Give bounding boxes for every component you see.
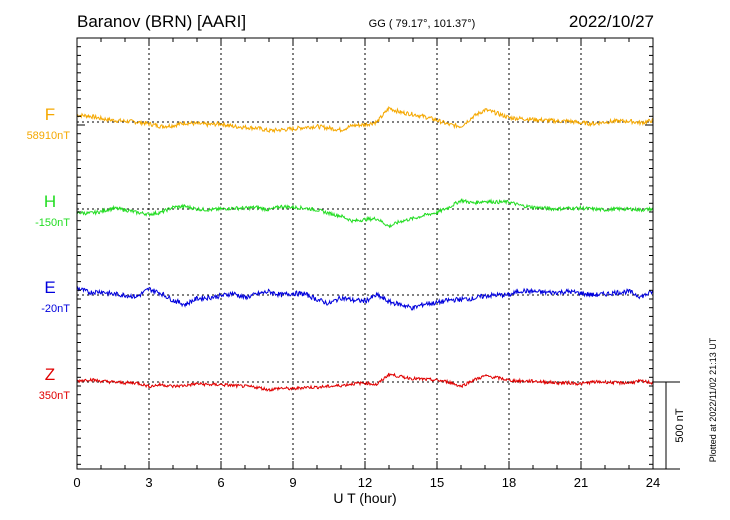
date-label: 2022/10/27 xyxy=(569,12,654,31)
header: Baranov (BRN) [AARI] GG ( 79.17°, 101.37… xyxy=(77,12,654,31)
series-name-z: Z xyxy=(45,365,55,384)
x-tick-label: 0 xyxy=(73,475,80,490)
station-title: Baranov (BRN) [AARI] xyxy=(77,12,246,31)
trace-e xyxy=(76,286,654,311)
x-tick-label: 6 xyxy=(217,475,224,490)
x-axis-label: U T (hour) xyxy=(333,490,396,506)
series-baseline-e: -20nT xyxy=(41,303,70,315)
x-tick-label: 12 xyxy=(358,475,372,490)
series-baseline-z: 350nT xyxy=(39,390,70,402)
grid xyxy=(77,38,653,469)
x-tick-label: 21 xyxy=(574,475,588,490)
x-tick-label: 18 xyxy=(502,475,516,490)
x-axis: 0 3 6 9 12 15 18 21 24 xyxy=(73,38,660,490)
series-labels: F 58910nT H -150nT E -20nT Z 350nT xyxy=(27,105,71,402)
series-baseline-h: -150nT xyxy=(35,217,70,229)
trace-h xyxy=(76,198,653,229)
x-tick-label: 24 xyxy=(646,475,660,490)
scale-bar: 500 nT xyxy=(653,381,686,470)
scale-bar-label: 500 nT xyxy=(674,408,686,443)
x-tick-label: 15 xyxy=(430,475,444,490)
trace-f xyxy=(76,106,653,134)
coordinates-label: GG ( 79.17°, 101.37°) xyxy=(369,18,476,30)
traces xyxy=(76,106,654,393)
series-name-e: E xyxy=(44,278,55,297)
plotted-timestamp: Plotted at 2022/11/02 21:13 UT xyxy=(708,337,718,462)
trace-z xyxy=(76,372,654,393)
series-baseline-f: 58910nT xyxy=(27,130,71,142)
x-tick-label: 9 xyxy=(289,475,296,490)
series-name-f: F xyxy=(45,105,55,124)
x-tick-label: 3 xyxy=(145,475,152,490)
series-name-h: H xyxy=(44,192,56,211)
